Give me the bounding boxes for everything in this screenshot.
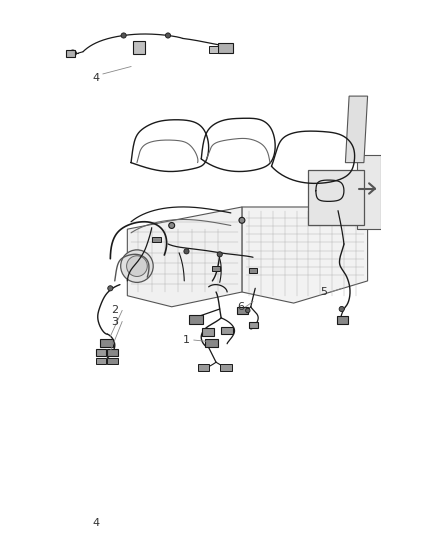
Circle shape bbox=[169, 222, 175, 229]
Text: 4: 4 bbox=[92, 72, 99, 83]
Bar bbox=[249, 268, 257, 273]
Circle shape bbox=[127, 256, 147, 277]
Text: 3: 3 bbox=[111, 317, 118, 327]
Bar bbox=[218, 43, 233, 53]
Bar bbox=[221, 327, 233, 334]
Circle shape bbox=[339, 306, 344, 312]
Circle shape bbox=[108, 286, 113, 291]
Bar bbox=[198, 364, 209, 371]
Circle shape bbox=[121, 250, 153, 282]
Circle shape bbox=[246, 308, 250, 313]
Circle shape bbox=[217, 252, 223, 257]
Bar bbox=[95, 349, 106, 356]
Bar bbox=[336, 317, 348, 324]
Bar bbox=[220, 364, 232, 371]
Circle shape bbox=[239, 217, 245, 223]
Circle shape bbox=[121, 33, 126, 38]
Bar bbox=[106, 349, 118, 357]
Bar bbox=[189, 315, 204, 324]
Polygon shape bbox=[242, 207, 367, 303]
Bar bbox=[205, 338, 218, 346]
Bar bbox=[106, 358, 118, 365]
Bar bbox=[237, 307, 248, 314]
Bar bbox=[212, 266, 220, 271]
Polygon shape bbox=[357, 155, 381, 229]
Polygon shape bbox=[346, 96, 367, 163]
Text: 1: 1 bbox=[183, 335, 190, 345]
Text: 2: 2 bbox=[111, 305, 118, 316]
Circle shape bbox=[166, 33, 170, 38]
Text: 4: 4 bbox=[92, 518, 99, 528]
Bar bbox=[202, 328, 214, 336]
Bar bbox=[95, 358, 106, 365]
Bar bbox=[208, 46, 218, 53]
Polygon shape bbox=[127, 207, 242, 307]
Bar bbox=[152, 237, 161, 243]
Circle shape bbox=[184, 249, 189, 254]
Bar bbox=[66, 50, 75, 57]
Polygon shape bbox=[308, 170, 364, 225]
Bar bbox=[100, 338, 113, 346]
Text: 5: 5 bbox=[320, 287, 327, 297]
Bar bbox=[249, 321, 258, 328]
Bar bbox=[133, 41, 145, 54]
Text: 6: 6 bbox=[237, 302, 244, 312]
